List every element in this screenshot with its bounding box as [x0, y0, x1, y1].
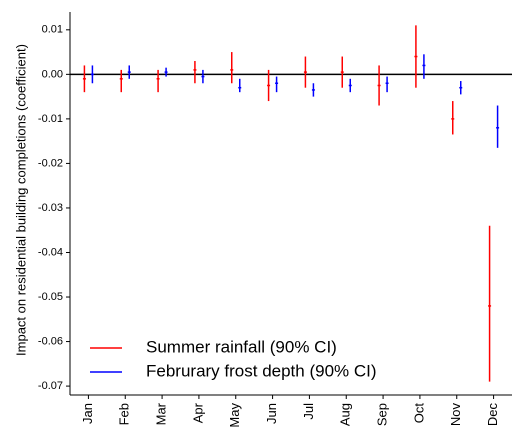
x-tick-label: Feb	[117, 403, 132, 425]
x-tick-label: Sep	[375, 403, 390, 426]
legend-label: Summer rainfall (90% CI)	[146, 337, 337, 356]
y-tick-label: -0.01	[38, 113, 63, 125]
x-tick-label: Aug	[338, 403, 353, 426]
y-tick-label: 0.01	[42, 24, 63, 36]
x-tick-label: Apr	[190, 402, 205, 423]
x-tick-label: Mar	[154, 402, 169, 425]
y-tick-label: -0.06	[38, 335, 63, 347]
y-tick-label: -0.02	[38, 157, 63, 169]
y-tick-label: 0.00	[42, 68, 63, 80]
x-tick-label: Jun	[264, 403, 279, 424]
x-tick-label: Jan	[80, 403, 95, 424]
x-tick-label: Dec	[485, 403, 500, 427]
legend-label: Februrary frost depth (90% CI)	[146, 361, 377, 380]
y-tick-label: -0.07	[38, 380, 63, 392]
y-tick-label: -0.05	[38, 291, 63, 303]
x-tick-label: Nov	[448, 403, 463, 427]
x-tick-label: Jul	[301, 403, 316, 420]
x-tick-label: Oct	[411, 403, 426, 424]
y-tick-label: -0.04	[38, 246, 63, 258]
x-tick-label: May	[227, 403, 242, 428]
y-tick-label: -0.03	[38, 202, 63, 214]
y-axis-label: Impact on residential building completio…	[13, 44, 28, 356]
